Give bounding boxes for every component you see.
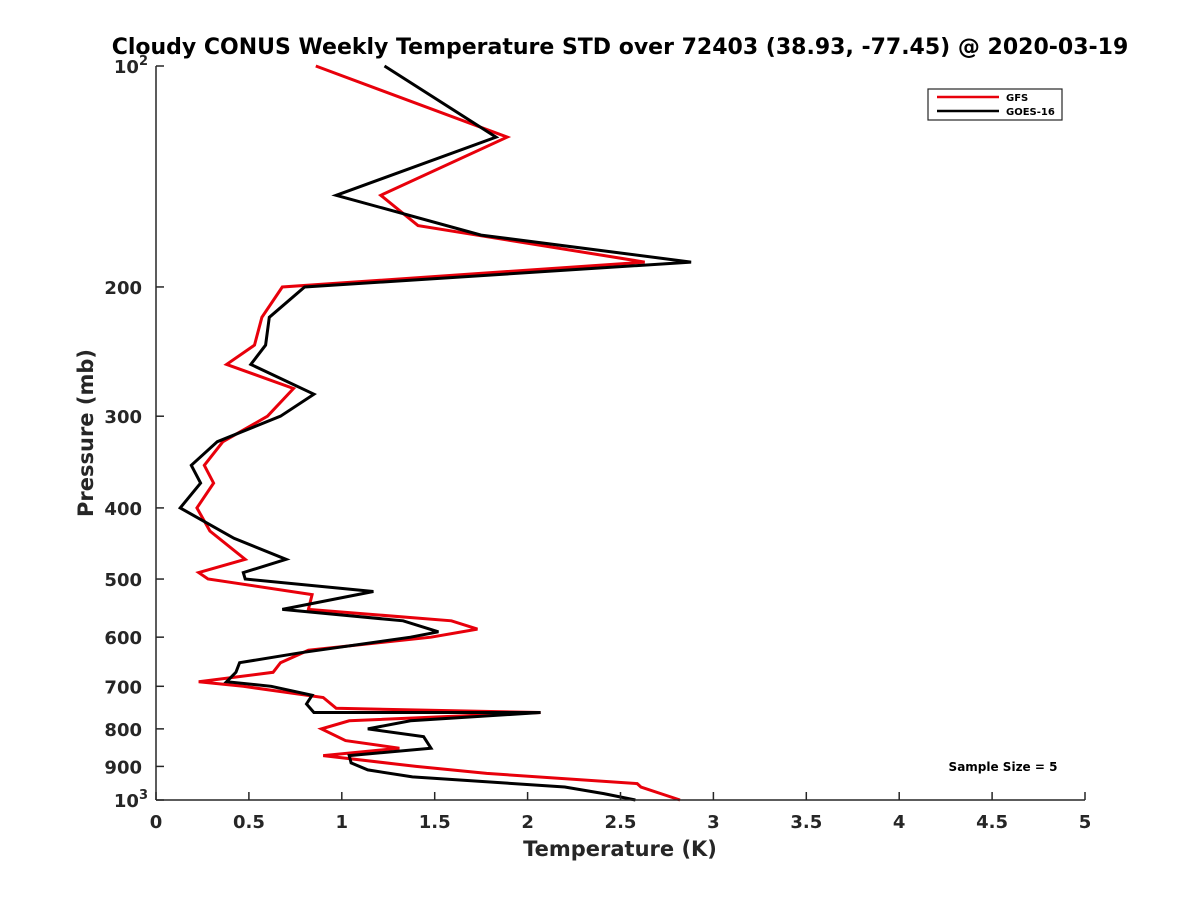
y-tick-label: 700 <box>104 677 142 698</box>
x-tick-label: 1 <box>336 812 349 833</box>
x-tick-label: 3.5 <box>790 812 822 833</box>
series-line-goes16 <box>177 64 692 802</box>
x-tick-label: 2.5 <box>605 812 637 833</box>
x-tick-label: 5 <box>1079 812 1092 833</box>
series-line-gfs <box>195 64 681 802</box>
x-tick-label: 1.5 <box>419 812 451 833</box>
legend-box <box>927 88 1063 121</box>
y-tick-label: 200 <box>104 278 142 299</box>
x-tick-label: 4 <box>893 812 906 833</box>
x-tick-label: 0 <box>150 812 163 833</box>
y-tick-label: 400 <box>104 499 142 520</box>
y-ticks: 102 200 300 400 500 600 700 800 900 103 <box>104 54 164 812</box>
x-tick-label: 2 <box>521 812 534 833</box>
y-tick-label: 800 <box>104 720 142 741</box>
x-tick-label: 0.5 <box>233 812 265 833</box>
legend-label-gfs: GFS <box>1006 93 1028 104</box>
chart-title: Cloudy CONUS Weekly Temperature STD over… <box>112 35 1129 60</box>
legend-label-goes16: GOES-16 <box>1006 107 1055 118</box>
x-tick-label: 3 <box>707 812 720 833</box>
y-axis-label: Pressure (mb) <box>74 349 98 517</box>
x-axis-label: Temperature (K) <box>523 837 717 861</box>
plot-lines <box>177 64 692 802</box>
y-tick-label: 103 <box>114 788 148 812</box>
y-tick-label: 102 <box>114 54 148 78</box>
sample-size-annotation: Sample Size = 5 <box>949 760 1058 774</box>
x-tick-label: 4.5 <box>976 812 1008 833</box>
y-tick-label: 500 <box>104 570 142 591</box>
y-tick-label: 600 <box>104 628 142 649</box>
legend: GFS GOES-16 <box>927 88 1063 121</box>
y-tick-label: 900 <box>104 757 142 778</box>
x-ticks: 0 0.5 1 1.5 2 2.5 3 3.5 4 4.5 5 <box>150 792 1092 833</box>
y-tick-label: 300 <box>104 407 142 428</box>
